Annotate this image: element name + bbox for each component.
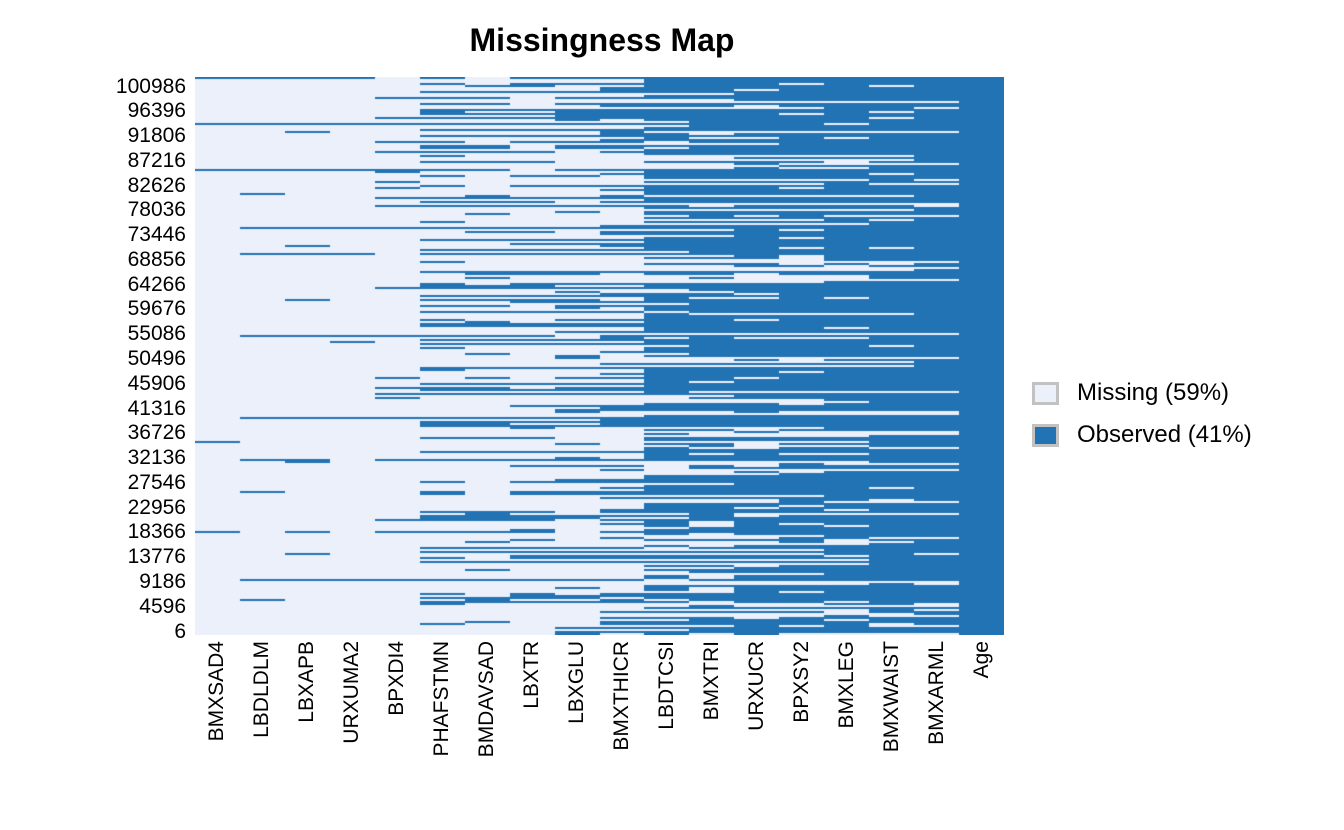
x-tick-label: LBXAPB [295, 641, 319, 723]
x-tick-label: LBDTCSI [654, 641, 678, 730]
x-tick-label: BMXARML [924, 641, 948, 745]
legend: Missing (59%) Observed (41%) [1032, 379, 1252, 449]
x-tick-label: LBDLDLM [250, 641, 274, 738]
x-tick-label: PHAFSTMN [430, 641, 454, 757]
y-tick-label: 50496 [127, 347, 186, 370]
y-tick-label: 13776 [127, 545, 186, 569]
observed-color-swatch [1032, 423, 1059, 447]
legend-label-observed: Observed (41%) [1077, 421, 1252, 448]
x-tick-label: BMXLEG [834, 641, 858, 729]
x-tick-label: LBXGLU [565, 641, 589, 724]
legend-item-observed: Observed (41%) [1032, 421, 1252, 449]
y-tick-label: 6 [174, 619, 186, 643]
chart-title: Missingness Map [469, 22, 735, 58]
legend-label-missing: Missing (59%) [1077, 379, 1230, 406]
y-tick-label: 55086 [127, 322, 186, 346]
y-tick-label: 4596 [139, 594, 186, 618]
x-tick-label: BPXDI4 [385, 641, 409, 716]
x-tick-label: BMXWAIST [879, 641, 903, 753]
y-tick-label: 18366 [127, 520, 186, 544]
y-tick-label: 45906 [127, 371, 186, 395]
x-tick-label: BMXTHICR [609, 641, 633, 751]
y-tick-label: 96396 [127, 99, 186, 123]
x-tick-label: BMXSAD4 [205, 641, 229, 742]
y-tick-label: 82626 [127, 173, 186, 197]
y-tick-label: 9186 [139, 569, 186, 593]
y-tick-label: 78036 [127, 198, 186, 222]
y-tick-label: 27546 [127, 470, 186, 494]
y-tick-label: 64266 [127, 272, 186, 296]
y-tick-label: 87216 [127, 148, 186, 172]
legend-item-missing: Missing (59%) [1032, 379, 1252, 407]
x-tick-label: URXUMA2 [340, 641, 364, 744]
missing-color-swatch [1032, 381, 1059, 405]
y-tick-label: 59676 [127, 297, 186, 321]
x-tick-label: BMXTRI [699, 641, 723, 721]
y-tick-label: 41316 [127, 396, 186, 420]
y-tick-label: 22956 [127, 495, 186, 519]
y-tick-label: 36726 [127, 421, 186, 445]
x-tick-label: Age [969, 641, 993, 679]
y-tick-label: 68856 [127, 247, 186, 271]
y-tick-label: 73446 [127, 223, 186, 247]
x-tick-label: LBXTR [520, 641, 544, 709]
y-tick-label: 91806 [127, 124, 186, 148]
y-axis-tick-labels: 100986 96396 91806 87216 82626 78036 73446 6885… [0, 0, 186, 830]
x-tick-label: URXUCR [744, 641, 768, 731]
missingness-heatmap [195, 77, 1004, 635]
y-tick-label: 100986 [115, 74, 186, 98]
x-tick-label: BMDAVSAD [475, 641, 499, 758]
x-tick-label: BPXSY2 [789, 641, 813, 723]
y-tick-label: 32136 [127, 446, 186, 470]
